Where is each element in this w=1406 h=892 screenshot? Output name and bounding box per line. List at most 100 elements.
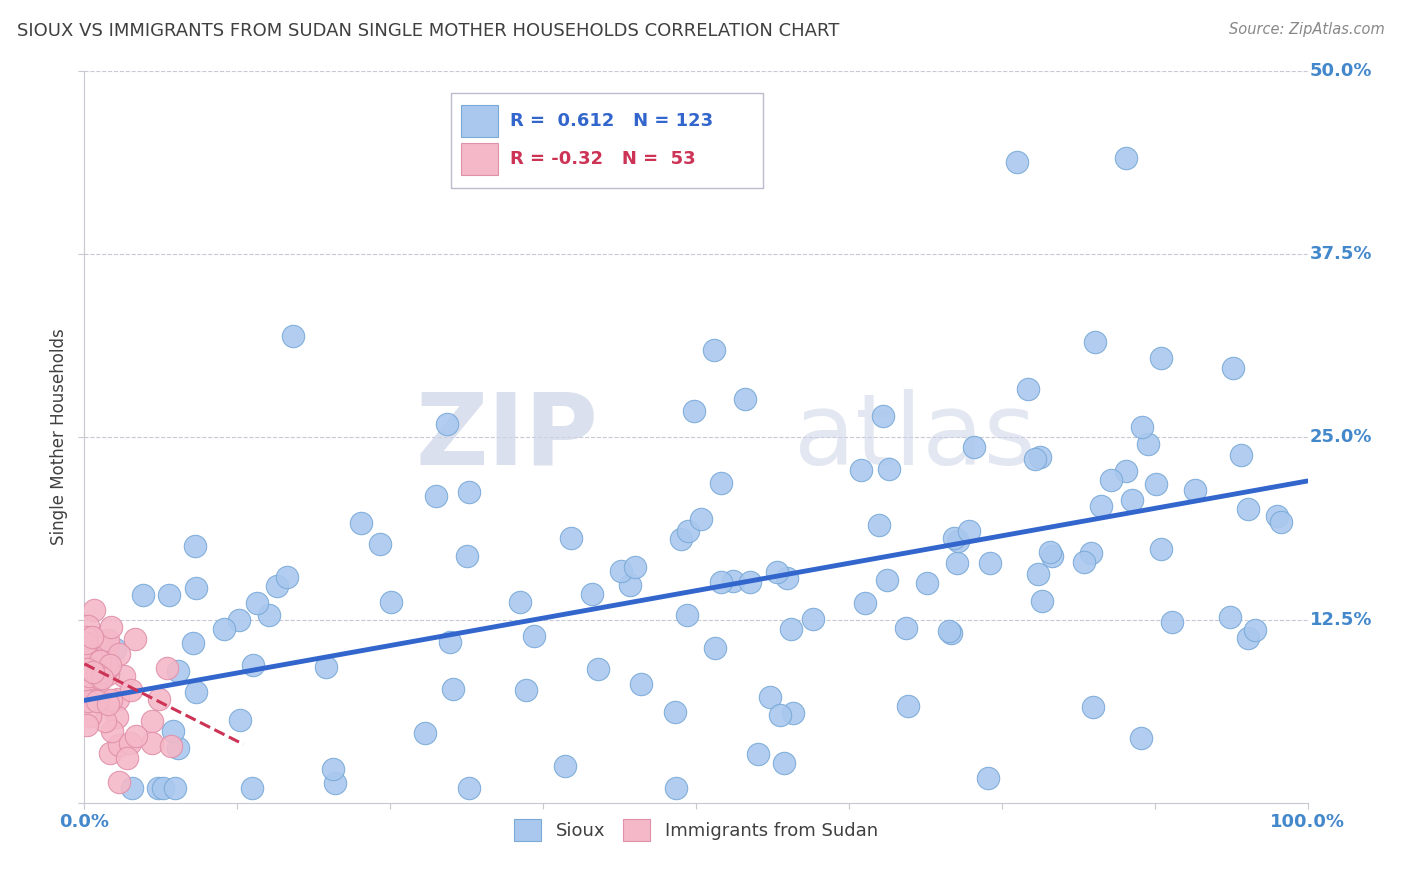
Text: 50.0%: 50.0% (1310, 62, 1372, 80)
Point (75, 630, 97, 644)
Point (104, 642, 127, 657)
Point (75, 694, 97, 708)
Point (165, 781, 187, 796)
Point (83, 693, 105, 707)
Point (146, 781, 169, 796)
Point (97, 632, 120, 647)
Point (148, 691, 170, 706)
Point (915, 576, 938, 591)
Point (87, 640, 110, 655)
Point (1121, 493, 1143, 508)
Point (560, 531, 582, 545)
Point (941, 625, 963, 640)
Point (1150, 351, 1173, 366)
Point (79, 661, 101, 675)
Point (349, 516, 371, 530)
Point (107, 692, 129, 706)
Point (1026, 567, 1049, 582)
Point (100, 724, 122, 739)
Point (509, 595, 531, 609)
Point (132, 588, 155, 602)
Point (242, 781, 264, 796)
Point (1237, 502, 1260, 516)
Point (162, 723, 184, 738)
Point (105, 709, 128, 723)
Point (710, 574, 733, 589)
Point (1130, 419, 1153, 434)
Point (782, 706, 804, 720)
Point (97, 666, 120, 681)
Point (82, 652, 104, 666)
Point (157, 588, 180, 602)
Point (120, 736, 142, 750)
Point (242, 657, 264, 672)
Point (1073, 555, 1095, 569)
Point (212, 623, 235, 637)
Point (948, 534, 970, 549)
Point (257, 607, 280, 622)
Point (1236, 631, 1258, 645)
Point (86, 667, 108, 681)
Point (167, 664, 190, 678)
Point (515, 683, 537, 698)
Point (76, 644, 98, 658)
Point (554, 759, 576, 773)
Point (186, 581, 208, 595)
Point (766, 565, 789, 579)
Point (1265, 509, 1288, 524)
Point (413, 726, 436, 740)
Text: 37.5%: 37.5% (1310, 245, 1372, 263)
Point (79, 709, 101, 723)
Point (94, 714, 117, 729)
Point (623, 559, 645, 574)
Point (436, 417, 458, 431)
Point (780, 623, 803, 637)
Point (108, 648, 131, 662)
Text: R =  0.612   N = 123: R = 0.612 N = 123 (510, 112, 713, 130)
Point (738, 575, 761, 590)
Point (457, 781, 479, 796)
Point (523, 629, 546, 643)
Point (734, 392, 756, 406)
Point (76, 663, 98, 677)
Point (1161, 615, 1184, 629)
Point (112, 669, 135, 683)
Point (943, 531, 966, 545)
Point (1084, 334, 1107, 349)
Point (619, 578, 641, 592)
Point (710, 475, 733, 490)
Text: Source: ZipAtlas.com: Source: ZipAtlas.com (1229, 22, 1385, 37)
Point (121, 781, 143, 796)
Point (86, 681, 108, 695)
Point (897, 698, 920, 713)
Point (938, 624, 960, 638)
Point (1083, 699, 1105, 714)
Point (100, 693, 122, 707)
Point (1244, 624, 1267, 638)
Point (957, 524, 980, 538)
Point (1024, 452, 1046, 467)
Point (368, 537, 391, 551)
Point (152, 781, 174, 796)
Point (184, 685, 207, 699)
Legend: Sioux, Immigrants from Sudan: Sioux, Immigrants from Sudan (508, 812, 884, 848)
Point (1270, 515, 1292, 529)
Point (82, 665, 104, 679)
Point (801, 612, 824, 626)
Point (721, 574, 744, 589)
Point (1229, 448, 1251, 462)
Y-axis label: Single Mother Households: Single Mother Households (49, 329, 67, 545)
Point (665, 781, 688, 796)
Point (872, 409, 894, 424)
Point (457, 484, 479, 499)
Point (664, 705, 686, 719)
Point (1222, 361, 1244, 376)
Point (630, 677, 652, 691)
Point (97, 697, 120, 711)
Point (159, 739, 181, 753)
Point (1007, 154, 1029, 169)
Point (581, 587, 603, 601)
Text: ZIP: ZIP (415, 389, 598, 485)
Point (125, 729, 148, 743)
Point (80, 681, 103, 695)
